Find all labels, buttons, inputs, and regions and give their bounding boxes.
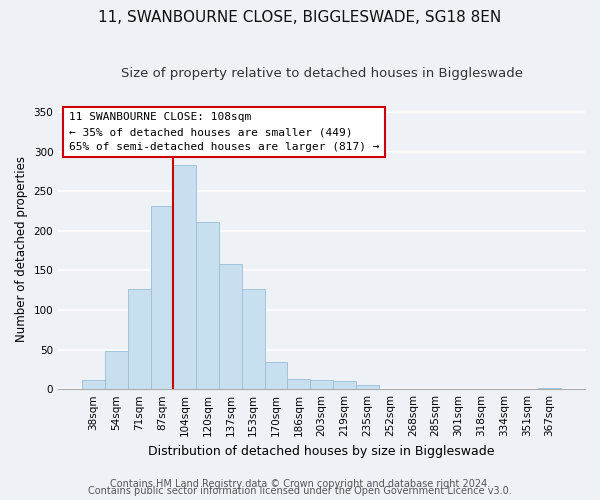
Bar [265,362,287,389]
Bar [538,388,561,389]
Title: Size of property relative to detached houses in Biggleswade: Size of property relative to detached ho… [121,68,523,80]
Text: Contains HM Land Registry data © Crown copyright and database right 2024.: Contains HM Land Registry data © Crown c… [110,479,490,489]
Text: 11 SWANBOURNE CLOSE: 108sqm
← 35% of detached houses are smaller (449)
65% of se: 11 SWANBOURNE CLOSE: 108sqm ← 35% of det… [69,112,379,152]
X-axis label: Distribution of detached houses by size in Biggleswade: Distribution of detached houses by size … [148,444,495,458]
Bar [82,380,105,389]
Bar [173,165,196,389]
Bar [128,288,151,389]
Text: Contains public sector information licensed under the Open Government Licence v3: Contains public sector information licen… [88,486,512,496]
Bar [105,351,128,389]
Bar [151,206,173,389]
Bar [287,379,310,389]
Bar [196,222,219,389]
Bar [219,264,242,389]
Text: 11, SWANBOURNE CLOSE, BIGGLESWADE, SG18 8EN: 11, SWANBOURNE CLOSE, BIGGLESWADE, SG18 … [98,10,502,25]
Bar [242,290,265,389]
Y-axis label: Number of detached properties: Number of detached properties [15,156,28,342]
Bar [333,382,356,389]
Bar [310,380,333,389]
Bar [356,385,379,389]
